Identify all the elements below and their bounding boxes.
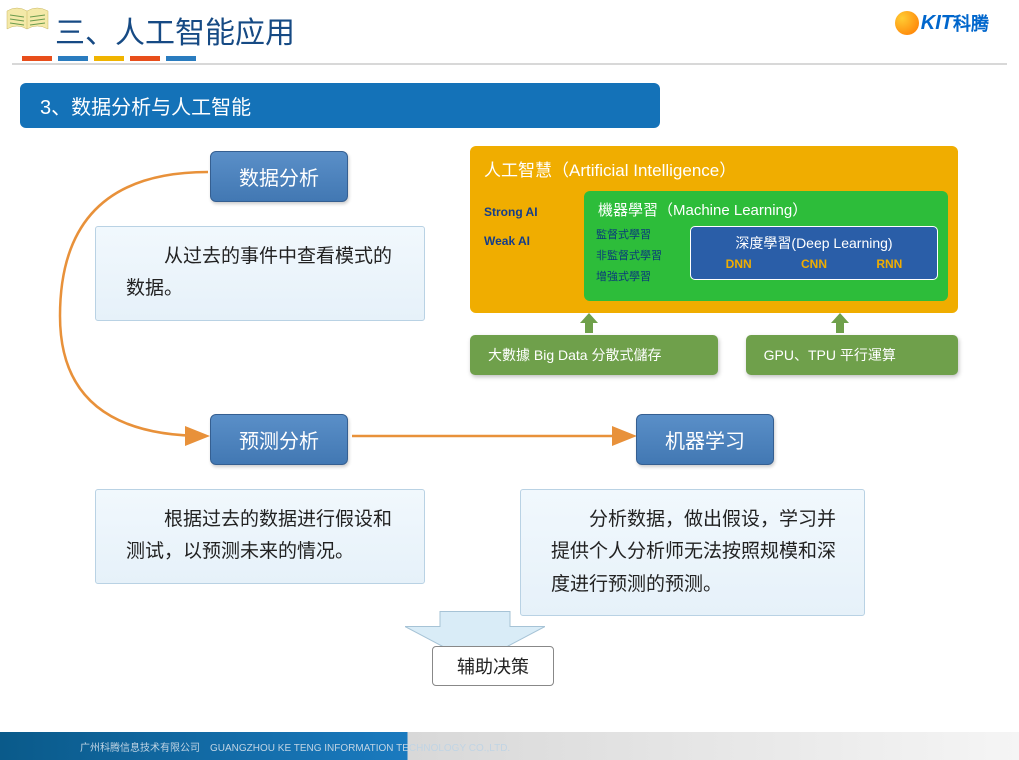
node-machine-learning: 机器学习 (636, 414, 774, 465)
dl-items: DNN CNN RNN (701, 257, 927, 271)
node-label: 数据分析 (239, 168, 319, 190)
bottom-bars: 大數據 Big Data 分散式儲存 GPU、TPU 平行運算 (470, 335, 958, 375)
desc-machine-learning: 分析数据，做出假设，学习并提供个人分析师无法按照规模和深度进行预测的预测。 (520, 489, 865, 616)
desc-text: 从过去的事件中查看模式的数据。 (126, 246, 392, 299)
color-bar (166, 56, 196, 61)
ml-left-item: 監督式學習 (596, 225, 662, 246)
ai-left-item: Strong AI (484, 198, 538, 227)
ml-left-labels: 監督式學習 非監督式學習 增強式學習 (596, 225, 662, 288)
logo-text: KIT (921, 12, 953, 35)
dl-title: 深度學習(Deep Learning) (701, 233, 927, 253)
ml-box: 機器學習（Machine Learning） 監督式學習 非監督式學習 增強式學… (584, 191, 948, 301)
desc-data-analysis: 从过去的事件中查看模式的数据。 (95, 226, 425, 321)
up-arrow-icon (831, 313, 849, 333)
dl-item: CNN (801, 257, 827, 271)
footer: 广州科腾信息技术有限公司 GUANGZHOU KE TENG INFORMATI… (0, 732, 1019, 760)
color-bars (0, 56, 1019, 61)
dl-box: 深度學習(Deep Learning) DNN CNN RNN (690, 226, 938, 280)
bar-label: GPU、TPU 平行運算 (764, 347, 896, 363)
node-label: 机器学习 (665, 431, 745, 453)
bigdata-bar: 大數據 Big Data 分散式儲存 (470, 335, 718, 375)
pill-label: 辅助决策 (457, 657, 529, 677)
ml-title: 機器學習（Machine Learning） (598, 199, 938, 220)
desc-text: 分析数据，做出假设，学习并提供个人分析师无法按照规模和深度进行预测的预测。 (551, 509, 836, 595)
color-bar (130, 56, 160, 61)
header-divider (12, 63, 1007, 65)
desc-predictive: 根据过去的数据进行假设和测试，以预测未来的情况。 (95, 489, 425, 584)
logo-circle-icon (895, 11, 919, 35)
page-title: 三、人工智能应用 (55, 8, 295, 52)
footer-text: 广州科腾信息技术有限公司 GUANGZHOU KE TENG INFORMATI… (80, 739, 510, 754)
ai-left-item: Weak AI (484, 227, 538, 256)
color-bar (22, 56, 52, 61)
color-bar (94, 56, 124, 61)
ai-left-labels: Strong AI Weak AI (484, 198, 538, 256)
color-bar (58, 56, 88, 61)
up-arrow-icon (580, 313, 598, 333)
bar-label: 大數據 Big Data 分散式儲存 (488, 347, 661, 363)
header: 三、人工智能应用 KIT 科腾 (0, 0, 1019, 56)
section-label: 3、数据分析与人工智能 (20, 83, 660, 128)
desc-text: 根据过去的数据进行假设和测试，以预测未来的情况。 (126, 509, 392, 562)
ai-box: 人工智慧（Artificial Intelligence） Strong AI … (470, 146, 958, 313)
content-area: 数据分析 从过去的事件中查看模式的数据。 预测分析 根据过去的数据进行假设和测试… (0, 146, 1019, 706)
ml-left-item: 增強式學習 (596, 267, 662, 288)
node-predictive: 预测分析 (210, 414, 348, 465)
dl-item: DNN (726, 257, 752, 271)
node-data-analysis: 数据分析 (210, 151, 348, 202)
logo: KIT 科腾 (895, 10, 989, 36)
ai-diagram: 人工智慧（Artificial Intelligence） Strong AI … (470, 146, 958, 375)
node-label: 预测分析 (239, 431, 319, 453)
arrow-predictive-to-ml (350, 421, 640, 451)
ai-title: 人工智慧（Artificial Intelligence） (484, 156, 948, 181)
logo-suffix: 科腾 (953, 10, 989, 36)
dl-item: RNN (876, 257, 902, 271)
gpu-bar: GPU、TPU 平行運算 (746, 335, 958, 375)
decision-pill: 辅助决策 (432, 646, 554, 686)
ml-left-item: 非監督式學習 (596, 246, 662, 267)
